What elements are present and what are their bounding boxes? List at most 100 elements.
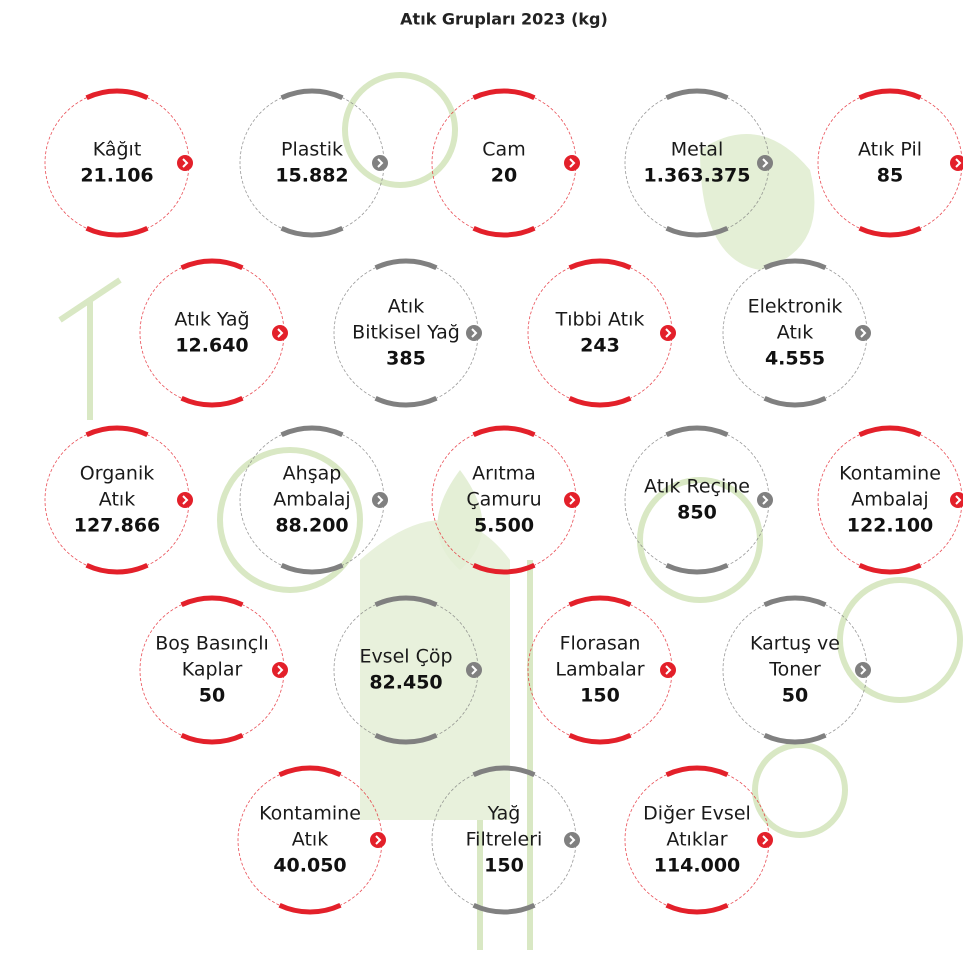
ring-arc-top [860, 428, 921, 435]
title: Atık Grupları 2023 (kg) [400, 10, 608, 29]
item-value: 85 [877, 165, 903, 187]
ring [240, 91, 384, 235]
item-label: Atık Yağ [174, 309, 249, 331]
button-circle [855, 662, 871, 678]
button-circle [757, 832, 773, 848]
ring [818, 91, 962, 235]
item-label: Kaplar [182, 659, 243, 681]
detail-button[interactable] [660, 662, 676, 678]
item-label: Ahşap [283, 463, 342, 485]
item-label: Kontamine [839, 463, 941, 485]
detail-button[interactable] [372, 492, 388, 508]
detail-button[interactable] [177, 155, 193, 171]
item-label: Diğer Evsel [643, 803, 751, 825]
ring-arc-top [87, 91, 148, 98]
item-label: Kartuş ve [750, 633, 840, 655]
item-label: Organik [80, 463, 154, 485]
item-label: Arıtma [472, 463, 536, 485]
canvas: Atık Grupları 2023 (kg) Kâğıt21.106Plast… [0, 0, 963, 956]
ring-arc-top [667, 768, 728, 775]
waste-item: Boş BasınçlıKaplar50 [140, 598, 288, 742]
item-label: Atık Reçine [644, 476, 750, 498]
ring-arc-bottom [474, 228, 535, 235]
detail-button[interactable] [466, 325, 482, 341]
item-value: 20 [491, 165, 517, 187]
item-value: 127.866 [74, 515, 161, 537]
item-label: Atık Pil [858, 139, 922, 161]
button-circle [272, 662, 288, 678]
ring-arc-top [860, 91, 921, 98]
item-label: Evsel Çöp [359, 646, 452, 668]
item-value: 150 [580, 685, 620, 707]
detail-button[interactable] [757, 155, 773, 171]
ring-arc-top [376, 261, 437, 268]
button-circle [177, 492, 193, 508]
item-value: 243 [580, 335, 620, 357]
item-label: Bitkisel Yağ [352, 322, 460, 344]
ring-arc-bottom [570, 398, 631, 405]
item-label: Yağ [487, 803, 521, 825]
detail-button[interactable] [660, 325, 676, 341]
waste-item: Atık Reçine 850 [625, 428, 773, 572]
item-label: Kontamine [259, 803, 361, 825]
detail-button[interactable] [855, 325, 871, 341]
ring [45, 91, 189, 235]
ring-arc-top [570, 261, 631, 268]
ring-arc-bottom [667, 565, 728, 572]
ring-arc-bottom [474, 905, 535, 912]
waste-item: AhşapAmbalaj88.200 [240, 428, 388, 572]
detail-button[interactable] [272, 662, 288, 678]
detail-button[interactable] [370, 832, 386, 848]
item-label: Atıklar [666, 829, 727, 851]
ring-arc-top [570, 598, 631, 605]
ring-arc-bottom [860, 565, 921, 572]
ring-arc-top [182, 598, 243, 605]
button-circle [177, 155, 193, 171]
waste-item: Atık Pil 85 [818, 91, 963, 235]
item-value: 1.363.375 [644, 165, 751, 187]
ring-arc-bottom [860, 228, 921, 235]
detail-button[interactable] [466, 662, 482, 678]
ring-arc-bottom [667, 228, 728, 235]
ring-arc-bottom [87, 565, 148, 572]
ring-arc-bottom [87, 228, 148, 235]
detail-button[interactable] [372, 155, 388, 171]
ring-arc-bottom [765, 398, 826, 405]
item-label: Kâğıt [93, 139, 142, 161]
ring [528, 261, 672, 405]
detail-button[interactable] [757, 832, 773, 848]
detail-button[interactable] [177, 492, 193, 508]
ring-arc-bottom [667, 905, 728, 912]
item-label: Filtreleri [466, 829, 543, 851]
item-label: Atık [99, 489, 135, 511]
detail-button[interactable] [950, 155, 963, 171]
detail-button[interactable] [564, 492, 580, 508]
item-value: 15.882 [275, 165, 348, 187]
ring-arc-top [474, 428, 535, 435]
detail-button[interactable] [272, 325, 288, 341]
ring-arc-top [87, 428, 148, 435]
detail-button[interactable] [564, 155, 580, 171]
button-circle [372, 155, 388, 171]
item-label: Atık [777, 322, 813, 344]
item-label: Atık [388, 296, 424, 318]
item-label: Çamuru [466, 489, 541, 511]
detail-button[interactable] [564, 832, 580, 848]
ring-arc-bottom [182, 398, 243, 405]
ring [140, 261, 284, 405]
detail-button[interactable] [757, 492, 773, 508]
ring-arc-bottom [282, 565, 343, 572]
item-value: 21.106 [80, 165, 153, 187]
ring-arc-top [282, 91, 343, 98]
item-label: Boş Basınçlı [155, 633, 269, 655]
item-value: 50 [782, 685, 808, 707]
waste-item: Kâğıt 21.106 [45, 91, 193, 235]
item-value: 122.100 [847, 515, 934, 537]
button-circle [757, 492, 773, 508]
detail-button[interactable] [950, 492, 963, 508]
item-label: Cam [482, 139, 525, 161]
item-value: 850 [677, 502, 717, 524]
detail-button[interactable] [855, 662, 871, 678]
